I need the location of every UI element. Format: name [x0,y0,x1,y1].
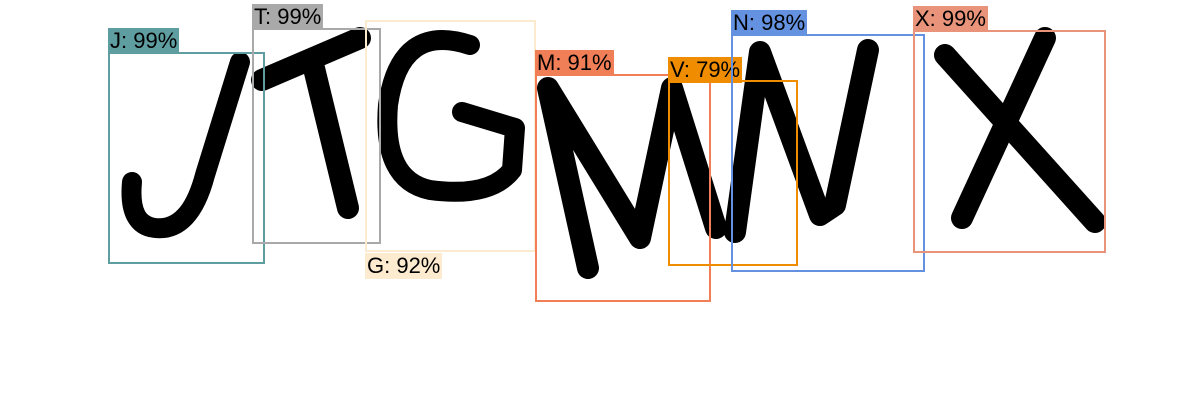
bounding-box-m [535,74,711,302]
bounding-box-t [252,28,381,244]
glyph-n [724,39,879,243]
detection-label-n: N: 98% [731,10,808,36]
detection-label-v: V: 79% [668,57,743,83]
bounding-box-x [913,30,1106,253]
bounding-box-n [731,34,925,272]
glyph-t [251,27,371,219]
detection-label-t: T: 99% [252,4,324,30]
glyph-g [377,30,525,202]
glyph-j [121,52,250,239]
glyph-m [537,77,727,279]
detection-label-m: M: 91% [535,50,614,76]
bounding-box-g [365,20,536,252]
glyph-x [934,27,1106,233]
detection-label-j: J: 99% [108,28,180,54]
bounding-box-j [108,52,265,264]
detection-label-x: X: 99% [913,6,988,32]
detection-label-g: G: 92% [365,253,443,279]
